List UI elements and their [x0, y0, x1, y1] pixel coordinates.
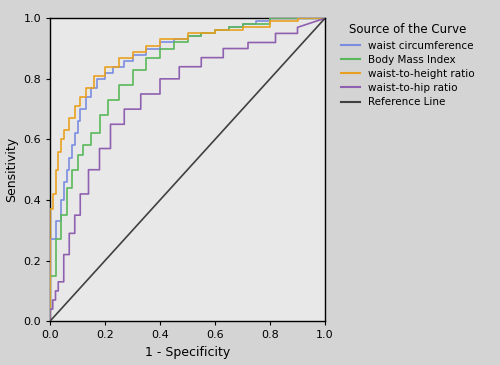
Legend: waist circumference, Body Mass Index, waist-to-height ratio, waist-to-hip ratio,: waist circumference, Body Mass Index, wa…	[341, 23, 475, 107]
X-axis label: 1 - Specificity: 1 - Specificity	[145, 346, 230, 359]
Y-axis label: Sensitivity: Sensitivity	[4, 137, 18, 202]
